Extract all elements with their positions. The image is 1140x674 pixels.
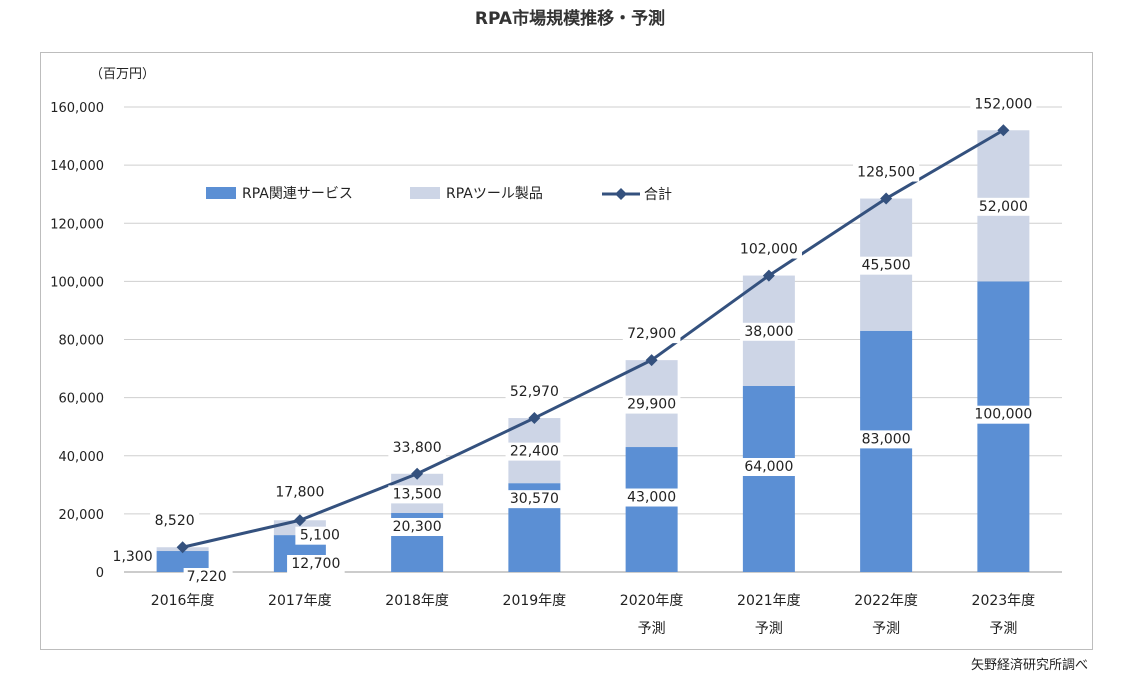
x-tick-label: 2023年度	[972, 593, 1036, 609]
x-tick-label: 2017年度	[268, 593, 332, 609]
label-tool: 52,000	[979, 199, 1028, 215]
label-tool-bg	[388, 485, 446, 504]
y-tick-label: 60,000	[59, 392, 105, 407]
label-service-bg	[287, 555, 345, 573]
label-tool: 45,500	[862, 258, 911, 274]
label-total: 128,500	[857, 165, 915, 181]
total-point	[645, 354, 658, 367]
x-tick-label: 2018年度	[385, 593, 449, 609]
label-tool-bg	[740, 322, 798, 341]
label-total: 152,000	[974, 96, 1032, 112]
label-service: 12,700	[291, 556, 340, 572]
label-total-bg	[622, 325, 681, 344]
label-tool-bg	[974, 197, 1033, 216]
chart-title: RPA市場規模推移・予測	[474, 9, 666, 29]
y-tick-label: 80,000	[59, 334, 105, 349]
label-service-bg	[388, 518, 446, 537]
total-point	[880, 192, 893, 205]
label-tool: 22,400	[510, 444, 559, 460]
y-tick-label: 0	[96, 566, 104, 581]
label-service: 20,300	[393, 519, 442, 535]
label-tool-bg	[857, 256, 915, 275]
legend-label-total: 合計	[644, 187, 672, 203]
label-service-bg	[857, 430, 915, 449]
label-total: 52,970	[510, 384, 559, 400]
y-tick-label: 100,000	[50, 275, 104, 290]
label-service: 64,000	[744, 459, 793, 475]
y-tick-label: 140,000	[50, 159, 104, 174]
x-tick-sublabel: 予測	[638, 621, 666, 637]
bar-service	[625, 447, 678, 572]
label-total: 17,800	[275, 484, 324, 500]
label-tool-bg	[106, 548, 156, 567]
label-total-bg	[388, 438, 446, 457]
label-total-bg	[271, 483, 329, 502]
label-service: 30,570	[510, 491, 559, 507]
label-total: 8,520	[155, 513, 195, 529]
label-tool: 38,000	[744, 324, 793, 340]
label-total-bg	[150, 512, 200, 531]
total-point	[762, 269, 775, 282]
label-service: 100,000	[974, 407, 1032, 423]
legend-label-service: RPA関連サービス	[242, 186, 353, 202]
x-tick-label: 2022年度	[854, 593, 918, 609]
legend-label-tool: RPAツール製品	[446, 186, 543, 202]
source-note: 矢野経済研究所調べ	[970, 658, 1088, 673]
label-total-bg	[970, 95, 1037, 114]
bar-service	[742, 386, 795, 572]
total-point	[176, 541, 189, 554]
label-service-bg	[970, 405, 1037, 424]
label-service: 83,000	[862, 431, 911, 447]
total-line	[182, 128, 1005, 549]
label-tool: 29,900	[627, 397, 676, 413]
total-point	[528, 412, 541, 425]
x-tick-sublabel: 予測	[755, 621, 783, 637]
label-total: 72,900	[627, 326, 676, 342]
label-tool: 5,100	[300, 528, 340, 544]
label-total: 102,000	[740, 242, 798, 258]
bar-service	[977, 281, 1030, 572]
label-tool-bg	[295, 526, 345, 545]
label-total: 33,800	[393, 440, 442, 456]
y-unit-label: （百万円）	[90, 67, 155, 82]
bar-service	[860, 330, 913, 572]
label-tool-bg	[622, 395, 681, 414]
label-tool: 13,500	[393, 486, 442, 502]
x-tick-label: 2020年度	[620, 593, 684, 609]
total-point	[997, 124, 1010, 137]
label-service-bg	[505, 490, 564, 509]
x-tick-label: 2016年度	[151, 593, 215, 609]
legend-marker-total	[615, 188, 627, 200]
total-point	[411, 467, 424, 480]
bar-service	[156, 551, 209, 572]
legend-swatch-service	[206, 187, 236, 199]
chart-frame	[40, 52, 1093, 650]
label-total-bg	[853, 163, 920, 182]
total-point	[293, 514, 306, 527]
label-service-bg	[740, 458, 798, 476]
label-service-bg	[622, 488, 681, 507]
y-tick-label: 20,000	[59, 508, 105, 523]
x-tick-sublabel: 予測	[989, 621, 1017, 637]
label-total-bg	[735, 240, 802, 259]
label-total-bg	[505, 383, 564, 402]
label-service-bg	[183, 568, 233, 587]
label-tool: 1,300	[113, 549, 153, 565]
y-tick-label: 160,000	[50, 101, 104, 116]
label-service: 7,220	[187, 569, 227, 585]
label-tool-bg	[505, 442, 564, 461]
x-tick-label: 2021年度	[737, 593, 801, 609]
label-service: 43,000	[627, 490, 676, 506]
y-tick-label: 120,000	[50, 217, 104, 232]
x-tick-label: 2019年度	[503, 593, 567, 609]
legend-swatch-tool	[410, 187, 440, 199]
x-tick-sublabel: 予測	[872, 621, 900, 637]
y-tick-label: 40,000	[59, 450, 105, 465]
